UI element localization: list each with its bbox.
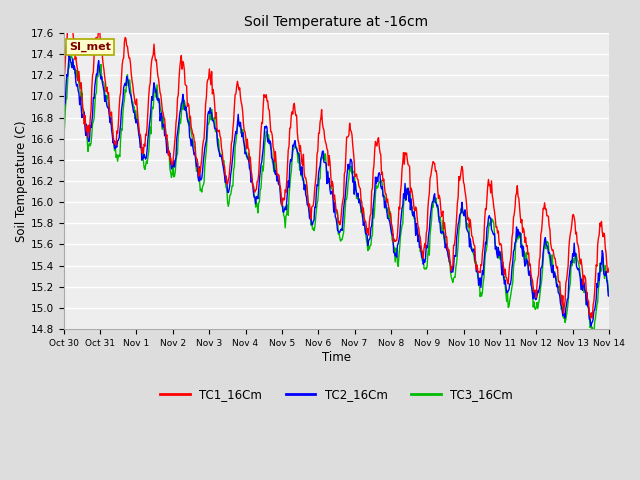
TC3_16Cm <box>403 187 411 192</box>
TC1_16Cm <box>70 45 78 50</box>
TC2_16Cm <box>127 92 134 97</box>
TC1_16Cm <box>211 102 218 108</box>
TC2_16Cm <box>70 63 78 69</box>
TC3_16Cm <box>211 114 218 120</box>
Line: TC1_16Cm: TC1_16Cm <box>64 14 609 318</box>
TC2_16Cm <box>587 323 595 329</box>
TC3_16Cm <box>67 53 75 59</box>
Line: TC2_16Cm: TC2_16Cm <box>64 55 609 326</box>
TC3_16Cm <box>60 136 68 142</box>
TC2_16Cm <box>60 115 68 121</box>
X-axis label: Time: Time <box>322 350 351 363</box>
TC1_16Cm <box>66 12 74 17</box>
Y-axis label: Soil Temperature (C): Soil Temperature (C) <box>15 120 28 242</box>
TC2_16Cm <box>182 104 189 109</box>
TC1_16Cm <box>127 61 134 67</box>
Text: SI_met: SI_met <box>69 42 111 52</box>
TC2_16Cm <box>211 126 218 132</box>
Line: TC3_16Cm: TC3_16Cm <box>64 56 609 337</box>
TC1_16Cm <box>587 315 595 321</box>
TC3_16Cm <box>590 335 598 340</box>
TC2_16Cm <box>403 191 411 197</box>
TC3_16Cm <box>127 86 134 92</box>
TC2_16Cm <box>605 293 613 299</box>
TC1_16Cm <box>403 157 411 163</box>
TC1_16Cm <box>605 265 613 271</box>
TC3_16Cm <box>419 252 427 258</box>
TC2_16Cm <box>419 261 427 267</box>
TC3_16Cm <box>182 104 189 110</box>
Legend: TC1_16Cm, TC2_16Cm, TC3_16Cm: TC1_16Cm, TC2_16Cm, TC3_16Cm <box>156 384 517 406</box>
TC3_16Cm <box>70 64 78 70</box>
TC2_16Cm <box>65 52 73 58</box>
TC1_16Cm <box>60 75 68 81</box>
Title: Soil Temperature at -16cm: Soil Temperature at -16cm <box>244 15 428 29</box>
TC3_16Cm <box>605 292 613 298</box>
TC1_16Cm <box>419 255 427 261</box>
TC1_16Cm <box>182 83 189 88</box>
